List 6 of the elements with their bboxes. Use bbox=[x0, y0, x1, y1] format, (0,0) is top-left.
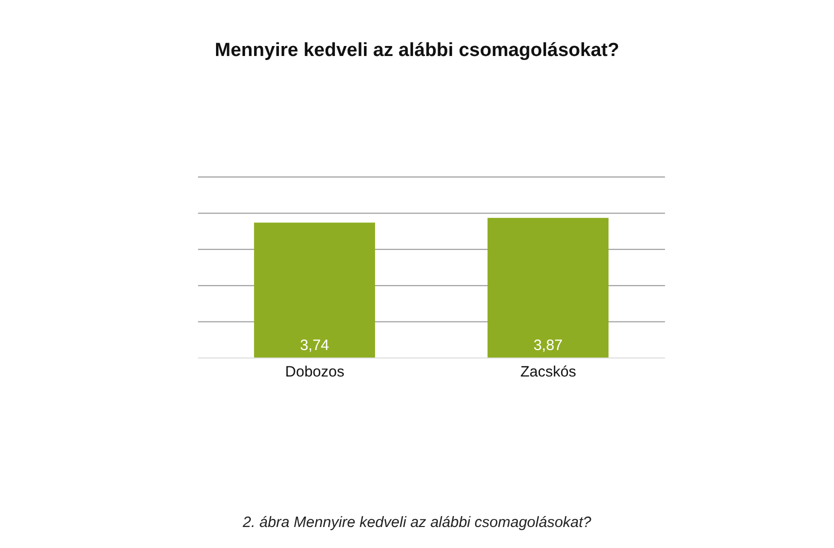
chart-title: Mennyire kedveli az alábbi csomagolásokat? bbox=[214, 40, 620, 62]
data-label: 3,87 bbox=[533, 337, 563, 354]
text: 2. ábra Mennyire kedveli az alábbi csomagolásokat? bbox=[242, 514, 592, 531]
data-label: 3,74 bbox=[300, 337, 330, 354]
x-tick-label: Dobozos bbox=[285, 364, 344, 381]
x-tick-label: Zacskós bbox=[520, 364, 576, 381]
